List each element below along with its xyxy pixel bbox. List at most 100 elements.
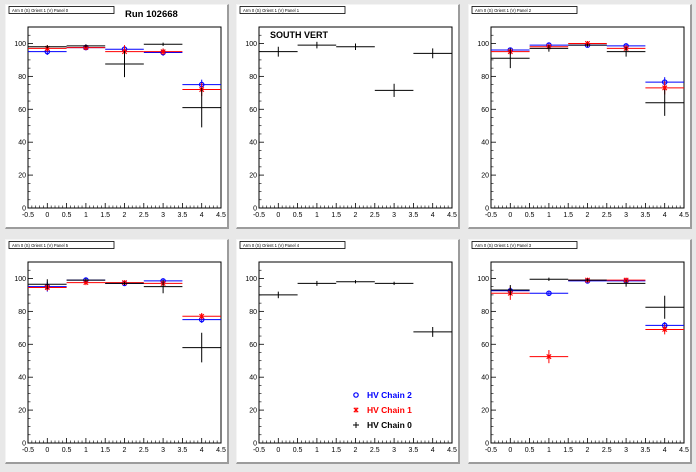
- data-point: [568, 43, 607, 47]
- data-point: [336, 280, 375, 284]
- y-tick-label: 0: [485, 441, 489, 448]
- data-point: [259, 46, 298, 57]
- x-tick-label: 1.5: [100, 447, 110, 454]
- x-tick-label: 3.5: [409, 447, 419, 454]
- data-point: [568, 278, 607, 282]
- x-tick-label: 2: [123, 212, 127, 219]
- chart-panel-2: Arm 0 (S) Orient 1 (V) Panel 2-0.5 0 0.5 1 1…: [471, 6, 689, 219]
- x-tick-label: -0.5: [485, 447, 497, 454]
- x-tick-label: 1.5: [100, 212, 110, 219]
- chart-panel-3: Arm 0 (S) Orient 1 (V) Panel 3-0.5 0 0.5 1 1…: [471, 241, 689, 454]
- x-tick-label: 3: [161, 447, 165, 454]
- x-tick-label: 0.5: [62, 447, 72, 454]
- x-tick-label: 0.5: [525, 447, 535, 454]
- x-tick-label: 1.5: [563, 447, 573, 454]
- data-point: [66, 44, 106, 48]
- plot-frame: [490, 26, 685, 209]
- y-tick-label: 20: [18, 173, 26, 180]
- data-point: [143, 42, 183, 46]
- x-tick-label: 4.5: [447, 447, 457, 454]
- y-tick-label: 100: [14, 276, 26, 283]
- x-tick-label: 1.5: [331, 447, 341, 454]
- data-point: [529, 350, 569, 364]
- x-tick-label: 2.5: [370, 447, 380, 454]
- y-tick-label: 60: [18, 342, 26, 349]
- title-box: [239, 6, 346, 14]
- x-tick-label: 3.5: [178, 447, 188, 454]
- run-label: Run 102668: [125, 9, 178, 20]
- x-tick-label: 3.5: [641, 447, 651, 454]
- data-point: [374, 83, 414, 97]
- legend-label: HV Chain 0: [367, 420, 412, 430]
- title-box: [8, 6, 115, 14]
- data-point: [66, 278, 106, 282]
- circle-marker: [546, 290, 552, 297]
- y-tick-label: 80: [481, 309, 489, 316]
- x-tick-label: 4.5: [216, 447, 226, 454]
- x-tick-label: 0: [45, 447, 49, 454]
- y-tick-label: 40: [481, 140, 489, 147]
- x-tick-label: 1: [315, 212, 319, 219]
- y-tick-label: 20: [481, 173, 489, 180]
- data-point: [28, 45, 67, 49]
- pad-panel-0: Arm 0 (S) Orient 1 (V) Panel 0 -0.5 0 0.5 1 1…: [5, 4, 229, 229]
- y-tick-label: 80: [481, 74, 489, 81]
- x-tick-label: 4.5: [679, 212, 689, 219]
- data-point: [143, 48, 183, 55]
- y-tick-label: 100: [245, 41, 257, 48]
- panel-title: Arm 0 (S) Orient 1 (V) Panel 5: [12, 243, 69, 248]
- y-tick-label: 100: [477, 41, 489, 48]
- data-point: [374, 281, 414, 286]
- y-tick-label: 40: [481, 375, 489, 382]
- data-point: [606, 280, 646, 287]
- x-tick-label: 2: [354, 212, 358, 219]
- chart-panel-1: Arm 0 (S) Orient 1 (V) Panel 1-0.5 0 0.5 1 1…: [239, 6, 457, 219]
- x-tick-label: 3.5: [409, 212, 419, 219]
- x-tick-label: 0: [45, 212, 49, 219]
- y-tick-label: 20: [249, 173, 257, 180]
- x-tick-label: 4: [200, 212, 204, 219]
- data-point: [297, 280, 337, 286]
- pad-panel-2: Arm 0 (S) Orient 1 (V) Panel 2 -0.5 0 0.5 1 1…: [468, 4, 692, 229]
- legend-plus-marker: [353, 422, 359, 428]
- y-tick-label: 80: [18, 309, 26, 316]
- x-tick-label: 0.5: [293, 447, 303, 454]
- y-tick-label: 0: [253, 441, 257, 448]
- x-tick-label: 2: [123, 447, 127, 454]
- panel-title: Arm 0 (S) Orient 1 (V) Panel 3: [475, 243, 532, 248]
- title-box: [471, 241, 578, 249]
- panel-title: Arm 0 (S) Orient 1 (V) Panel 2: [475, 8, 532, 13]
- x-tick-label: -0.5: [22, 447, 34, 454]
- data-point: [182, 87, 221, 128]
- x-tick-label: 2: [586, 447, 590, 454]
- star-marker: [546, 354, 552, 360]
- data-point: [529, 290, 569, 297]
- star-marker: [662, 326, 668, 333]
- pad-panel-3: Arm 0 (S) Orient 1 (V) Panel 3 -0.5 0 0.5 1 1…: [468, 239, 692, 464]
- y-tick-label: 60: [249, 342, 257, 349]
- pad-panel-1: Arm 0 (S) Orient 1 (V) Panel 1 -0.5 0 0.5 1 1…: [236, 4, 460, 229]
- star-marker: [199, 313, 205, 319]
- x-tick-label: 2.5: [370, 212, 380, 219]
- legend-circle-marker: [353, 392, 359, 398]
- y-tick-label: 20: [18, 408, 26, 415]
- pad-panel-4: Arm 0 (S) Orient 1 (V) Panel 4 -0.5 0 0.5 1 1…: [236, 239, 460, 464]
- legend-label: HV Chain 2: [367, 390, 412, 400]
- x-tick-label: 4.5: [447, 212, 457, 219]
- y-tick-label: 20: [249, 408, 257, 415]
- y-tick-label: 40: [249, 375, 257, 382]
- y-tick-label: 80: [18, 74, 26, 81]
- y-tick-label: 100: [14, 41, 26, 48]
- x-tick-label: 2: [586, 212, 590, 219]
- x-tick-label: 4: [200, 447, 204, 454]
- star-marker: [160, 49, 166, 55]
- y-tick-label: 60: [481, 342, 489, 349]
- chart-panel-5: Arm 0 (S) Orient 1 (V) Panel 5-0.5 0 0.5 1 1…: [8, 241, 226, 454]
- data-point: [105, 281, 144, 286]
- y-tick-label: 60: [18, 107, 26, 114]
- data-point: [28, 279, 67, 290]
- title-box: [8, 241, 115, 249]
- x-tick-label: 1: [547, 212, 551, 219]
- x-tick-label: 1.5: [331, 212, 341, 219]
- x-tick-label: 2.5: [139, 447, 149, 454]
